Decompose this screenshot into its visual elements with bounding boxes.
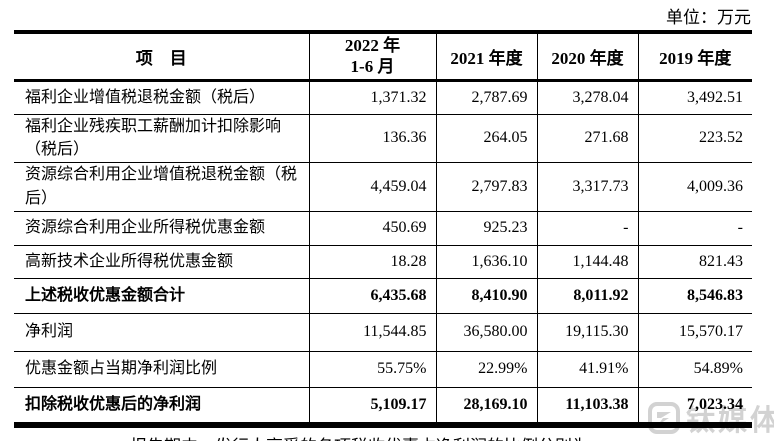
table-row: 高新技术企业所得税优惠金额 18.28 1,636.10 1,144.48 82… [14, 245, 752, 279]
row-value: 8,410.90 [435, 278, 537, 314]
row-value: 18.28 [308, 245, 436, 279]
table-bottom-double-rule [14, 422, 752, 428]
row-value: 136.36 [308, 114, 436, 163]
row-value: 41.91% [536, 351, 638, 388]
row-label: 高新技术企业所得税优惠金额 [14, 245, 309, 279]
table-row: 资源综合利用企业增值税退税金额（税后） 4,459.04 2,797.83 3,… [14, 162, 752, 212]
row-value: 1,144.48 [536, 245, 638, 279]
clipped-paragraph: 报告期内，发行人享受的各项税收优惠占净利润的比例分别为 [130, 432, 589, 441]
table-row: 优惠金额占当期净利润比例 55.75% 22.99% 41.91% 54.89% [14, 351, 752, 388]
row-value: 925.23 [435, 211, 537, 246]
row-value: 6,435.68 [308, 278, 436, 314]
header-row: 项 目 2022 年 1-6 月 2021 年度 2020 年度 2019 年度 [14, 32, 752, 82]
row-value: 5,109.17 [308, 387, 436, 422]
row-value: 11,103.38 [536, 387, 638, 422]
row-value: 8,546.83 [637, 278, 752, 314]
header-2020: 2020 年度 [536, 32, 638, 82]
tax-benefit-table-wrap: 项 目 2022 年 1-6 月 2021 年度 2020 年度 2019 年度… [14, 30, 752, 428]
row-value: 11,544.85 [308, 313, 436, 352]
row-label: 资源综合利用企业所得税优惠金额 [14, 211, 309, 246]
row-label: 扣除税收优惠后的净利润 [25, 396, 202, 414]
row-value: 54.89% [637, 351, 752, 388]
header-item: 项 目 [14, 32, 309, 82]
header-2022-line2: 1-6 月 [350, 57, 395, 77]
row-value: 22.99% [435, 351, 537, 388]
table-row: 福利企业增值税退税金额（税后） 1,371.32 2,787.69 3,278.… [14, 80, 752, 115]
row-label: 福利企业增值税退税金额（税后） [14, 80, 309, 115]
row-value: 7,023.34 [637, 387, 752, 422]
row-label: 净利润 [14, 313, 309, 352]
row-value: 3,492.51 [637, 80, 752, 115]
tax-benefit-table: 项 目 2022 年 1-6 月 2021 年度 2020 年度 2019 年度… [14, 30, 752, 422]
row-value: 36,580.00 [435, 313, 537, 352]
row-value: 55.75% [308, 351, 436, 388]
table-row-subtotal: 上述税收优惠金额合计 6,435.68 8,410.90 8,011.92 8,… [14, 278, 752, 314]
table-row: 福利企业残疾职工薪酬加计扣除影响（税后） 136.36 264.05 271.6… [14, 114, 752, 163]
row-value: 4,009.36 [637, 162, 752, 212]
table-row-total: 扣除税收优惠后的净利润 5,109.17 28,169.10 11,103.38… [14, 387, 752, 422]
row-value: 4,459.04 [308, 162, 436, 212]
row-value: 2,797.83 [435, 162, 537, 212]
row-value: - [536, 211, 638, 246]
header-2019: 2019 年度 [637, 32, 752, 82]
row-value: 271.68 [536, 114, 638, 163]
row-value: 28,169.10 [435, 387, 537, 422]
row-value: 223.52 [637, 114, 752, 163]
header-2022-line1: 2022 年 [344, 36, 401, 55]
row-value: 19,115.30 [536, 313, 638, 352]
row-value: 2,787.69 [435, 80, 537, 115]
row-value: 1,371.32 [308, 80, 436, 115]
row-label: 上述税收优惠金额合计 [14, 278, 309, 314]
table-row: 资源综合利用企业所得税优惠金额 450.69 925.23 - - [14, 211, 752, 246]
row-value: 8,011.92 [536, 278, 638, 314]
row-value: 450.69 [308, 211, 436, 246]
row-value: 3,278.04 [536, 80, 638, 115]
row-value: 3,317.73 [536, 162, 638, 212]
row-value: - [637, 211, 752, 246]
row-value: 264.05 [435, 114, 537, 163]
header-2021: 2021 年度 [435, 32, 537, 82]
row-value: 821.43 [637, 245, 752, 279]
row-value: 1,636.10 [435, 245, 537, 279]
row-label: 资源综合利用企业增值税退税金额（税后） [14, 162, 309, 212]
row-value: 15,570.17 [637, 313, 752, 352]
unit-label: 单位：万元 [666, 8, 751, 27]
table-row: 净利润 11,544.85 36,580.00 19,115.30 15,570… [14, 313, 752, 352]
row-label: 优惠金额占当期净利润比例 [14, 351, 309, 388]
header-2022: 2022 年 1-6 月 [308, 32, 436, 82]
row-label: 福利企业残疾职工薪酬加计扣除影响（税后） [14, 114, 309, 163]
